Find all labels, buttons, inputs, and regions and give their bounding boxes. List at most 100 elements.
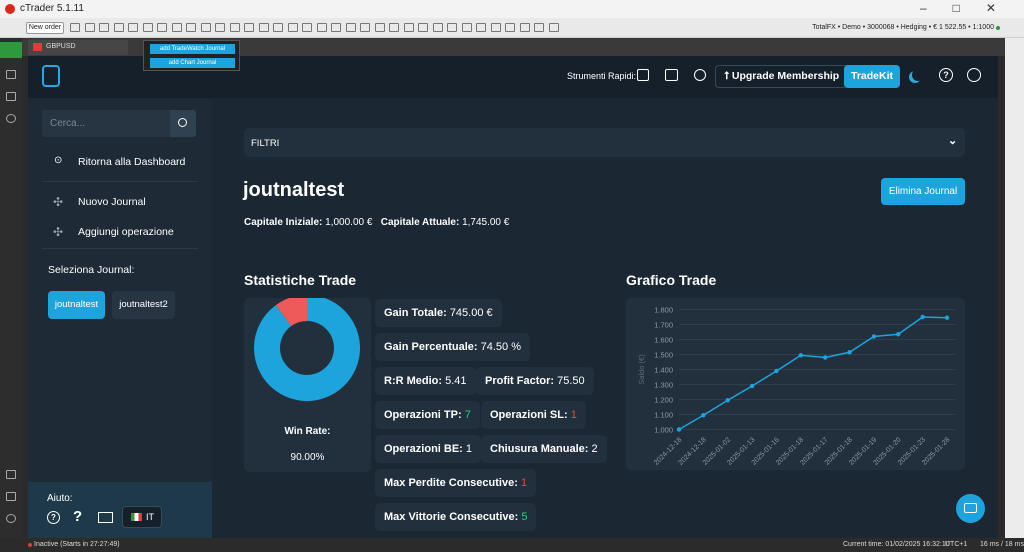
popup-item[interactable]: add Chart Journal <box>150 58 235 68</box>
help-icon[interactable]: ? <box>939 68 953 82</box>
help-icon[interactable]: ? <box>73 508 83 525</box>
stat-box: Chiusura Manuale: 2 <box>481 435 607 463</box>
point <box>749 383 755 389</box>
icon[interactable] <box>6 514 16 523</box>
search-button[interactable] <box>170 110 196 137</box>
icon[interactable] <box>6 70 16 79</box>
y-tick-label: 1.500 <box>654 351 673 360</box>
popup-item[interactable]: add TradeWatch Journal <box>150 44 235 54</box>
left-bar <box>0 38 22 538</box>
y-tick-label: 1.200 <box>654 396 673 405</box>
menu-icon: ✣ <box>53 195 64 209</box>
flag <box>131 513 142 521</box>
capital-label: Capitale Iniziale: <box>244 217 323 228</box>
filters-bar[interactable]: FILTRI ⌄ <box>244 128 965 157</box>
journal-button[interactable]: joutnaltest2 <box>112 291 175 319</box>
tab[interactable]: GBPUSD <box>28 40 128 55</box>
toolbar-icon <box>476 23 486 32</box>
capital-value: 1,000.00 € <box>325 217 373 228</box>
capital-label: Capitale Attuale: <box>380 217 460 228</box>
stat-box: Profit Factor: 75.50 <box>476 367 594 395</box>
toolbar-icon <box>157 23 167 32</box>
stat-box: Operazioni SL: 1 <box>481 401 586 429</box>
line <box>678 316 948 431</box>
icon[interactable] <box>6 492 16 501</box>
icon[interactable] <box>6 470 16 479</box>
faq-icon[interactable]: ? <box>47 511 60 524</box>
tool-icon[interactable] <box>694 69 706 81</box>
journal-button[interactable]: joutnaltest <box>48 291 105 319</box>
win-rate-value: 90.00% <box>290 452 325 463</box>
capital-info: Capitale Iniziale: 1,000.00 € Capitale A… <box>244 217 509 228</box>
status-tz: UTC+1 <box>945 541 968 548</box>
right-bar <box>1005 38 1024 538</box>
language-button[interactable]: IT <box>122 506 162 528</box>
stat-label: Chiusura Manuale: <box>490 443 589 455</box>
logo[interactable] <box>42 65 60 87</box>
tool-icon[interactable] <box>665 69 678 81</box>
y-tick-label: 1.700 <box>654 321 673 330</box>
toolbar-icon <box>200 23 211 32</box>
y-axis-label: Saldo (€) <box>637 354 646 385</box>
mail-icon[interactable] <box>98 512 113 523</box>
upgrade-button[interactable]: ⭡ Upgrade Membership <box>715 65 849 88</box>
stat-value: 74.50 % <box>480 341 521 353</box>
menu-icon: ⊙ <box>54 155 63 166</box>
stat-value: 5.41 <box>445 375 467 387</box>
sidebar: Cerca... ⊙ Ritorna alla Dashboard ✣ Nuov… <box>28 98 212 538</box>
menu-item[interactable]: Aggiungi operazione <box>78 226 174 238</box>
point <box>798 353 804 358</box>
point <box>676 427 682 432</box>
status-state: Inactive (Starts in 27:27:49) <box>34 541 120 548</box>
menu-item[interactable]: Nuovo Journal <box>78 196 146 208</box>
popup-menu: add TradeWatch Journal add Chart Journal <box>143 40 240 71</box>
tool-icon[interactable] <box>637 69 649 81</box>
point <box>871 334 877 339</box>
tab-symbol: GBPUSD <box>46 43 76 50</box>
stat-box: Operazioni TP: 7 <box>375 401 480 429</box>
connection-dot <box>996 26 1000 30</box>
theme-icon[interactable] <box>912 69 924 81</box>
toolbar-icon <box>447 23 457 32</box>
toolbar-icon <box>287 23 298 32</box>
menu-item[interactable]: Ritorna alla Dashboard <box>78 156 186 168</box>
trade-icon[interactable] <box>0 42 22 58</box>
chat-button[interactable] <box>956 494 985 523</box>
toolbar-icon <box>418 23 428 32</box>
new-order-button[interactable]: New order <box>26 22 64 34</box>
y-tick-label: 1.800 <box>654 306 673 315</box>
line-chart: 1.000 1.100 1.200 1.300 1.400 1.500 1.600 1.700… <box>637 306 955 467</box>
stat-label: R:R Medio: <box>384 375 443 387</box>
profile-icon[interactable] <box>967 68 981 82</box>
tradekit-button[interactable]: TradeKit <box>844 65 900 88</box>
toolbar-icon <box>374 23 385 32</box>
window-title: cTrader 5.1.11 <box>20 3 84 14</box>
stat-box: Max Perdite Consecutive: 1 <box>375 469 537 497</box>
search-input[interactable]: Cerca... <box>42 110 170 137</box>
capital-value: 1,745.00 € <box>462 217 510 228</box>
stat-box: Gain Percentuale: 74.50 % <box>375 333 530 361</box>
toolbar-icon <box>389 23 399 32</box>
journal-title: joutnaltest <box>243 179 345 201</box>
icon[interactable] <box>6 114 16 123</box>
toolbar-icon <box>505 23 515 32</box>
stat-box: Operazioni BE: 1 <box>375 435 482 463</box>
stat-value: 745.00 € <box>449 307 493 319</box>
select-label: Seleziona Journal: <box>48 264 135 276</box>
delete-button[interactable]: Elimina Journal <box>881 178 965 205</box>
status-dot <box>28 543 32 547</box>
point <box>920 314 925 320</box>
upgrade-label: Upgrade Membership <box>731 70 840 82</box>
icon[interactable] <box>6 92 16 101</box>
chart-card: 1.000 1.100 1.200 1.300 1.400 1.500 1.600 1.700… <box>626 298 965 470</box>
window-controls[interactable]: –□✕ <box>920 1 1022 15</box>
toolbar-icon <box>548 23 559 32</box>
point <box>896 332 901 337</box>
toolbar-icon <box>345 23 356 32</box>
web-app: Strumenti Rapidi: ⭡ Upgrade Membership T… <box>28 56 998 538</box>
toolbar-icon <box>519 23 530 32</box>
point <box>701 413 706 418</box>
toolbar-icon <box>432 23 443 32</box>
stat-value: 1 <box>520 477 528 489</box>
menu-icon: ✣ <box>53 225 64 239</box>
